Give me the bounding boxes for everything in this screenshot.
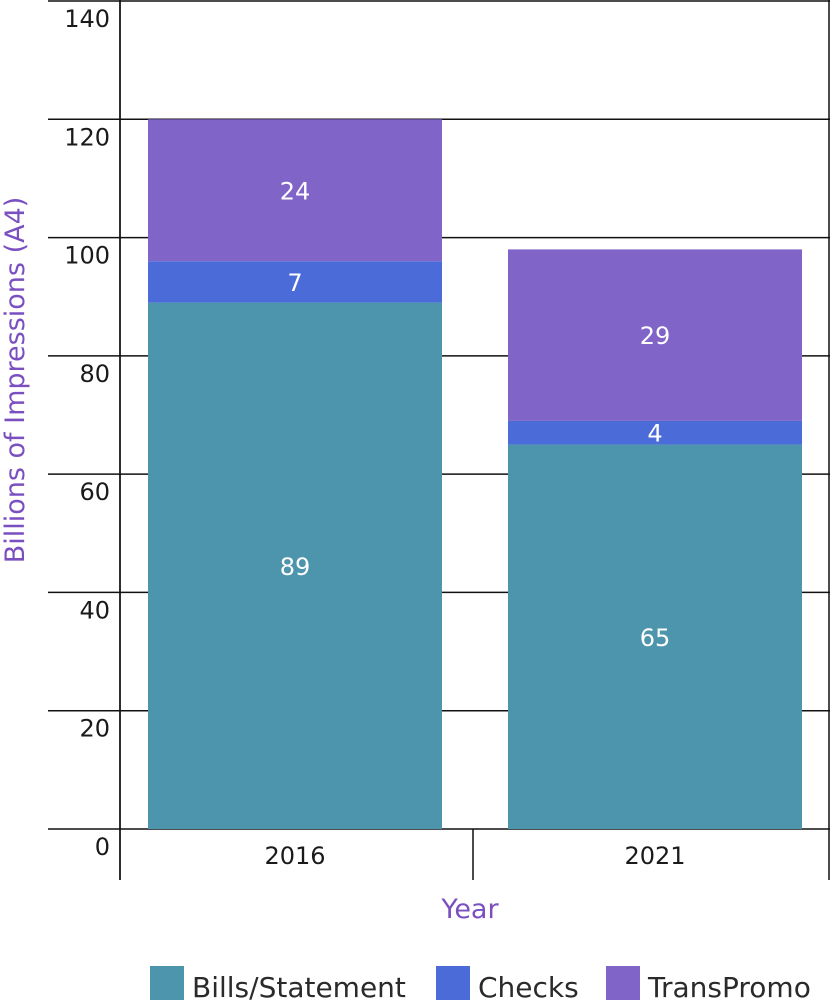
bar-2016-bills-statement	[148, 302, 442, 830]
y-tick-80: 80	[79, 360, 110, 388]
legend-label-transpromo: TransPromo	[647, 971, 811, 1003]
bar-2016-checks	[148, 261, 442, 303]
bar-2016-transpromo	[148, 119, 442, 262]
data-label-2021-checks: 4	[647, 420, 662, 448]
bar-2021-bills-statement	[508, 444, 802, 829]
y-axis-title: Billions of Impressions (A4)	[0, 197, 31, 564]
bar-2021-checks	[508, 420, 802, 445]
x-tick-2016: 2016	[264, 842, 325, 870]
y-tick-40: 40	[79, 596, 110, 624]
y-tick-0: 0	[95, 833, 110, 861]
legend-swatch-transpromo	[606, 966, 640, 1000]
y-tick-140: 140	[64, 5, 110, 33]
legend-label-bills-statement: Bills/Statement	[192, 971, 406, 1003]
x-tick-2021: 2021	[624, 842, 685, 870]
x-tick-labels: 2016 2021	[264, 842, 685, 870]
data-label-2021-bills-statement: 65	[640, 624, 671, 652]
data-label-2016-checks: 7	[287, 269, 302, 297]
y-tick-120: 120	[64, 123, 110, 151]
y-tick-100: 100	[64, 242, 110, 270]
y-tick-60: 60	[79, 478, 110, 506]
data-label-2016-bills-statement: 89	[280, 553, 311, 581]
data-label-2016-transpromo: 24	[280, 177, 311, 205]
legend-swatch-checks	[436, 966, 470, 1000]
legend: Bills/Statement Checks TransPromo	[150, 966, 811, 1003]
axes	[119, 0, 830, 880]
x-axis-title: Year	[440, 894, 499, 925]
data-label-2021-transpromo: 29	[640, 322, 671, 350]
y-tick-labels: 0 20 40 60 80 100 120 140	[64, 5, 110, 861]
bar-2021-transpromo	[508, 249, 802, 421]
legend-swatch-bills-statement	[150, 966, 184, 1000]
legend-label-checks: Checks	[478, 971, 579, 1003]
y-tick-20: 20	[79, 715, 110, 743]
bars: 89 7 24 65 4 29	[148, 119, 802, 830]
